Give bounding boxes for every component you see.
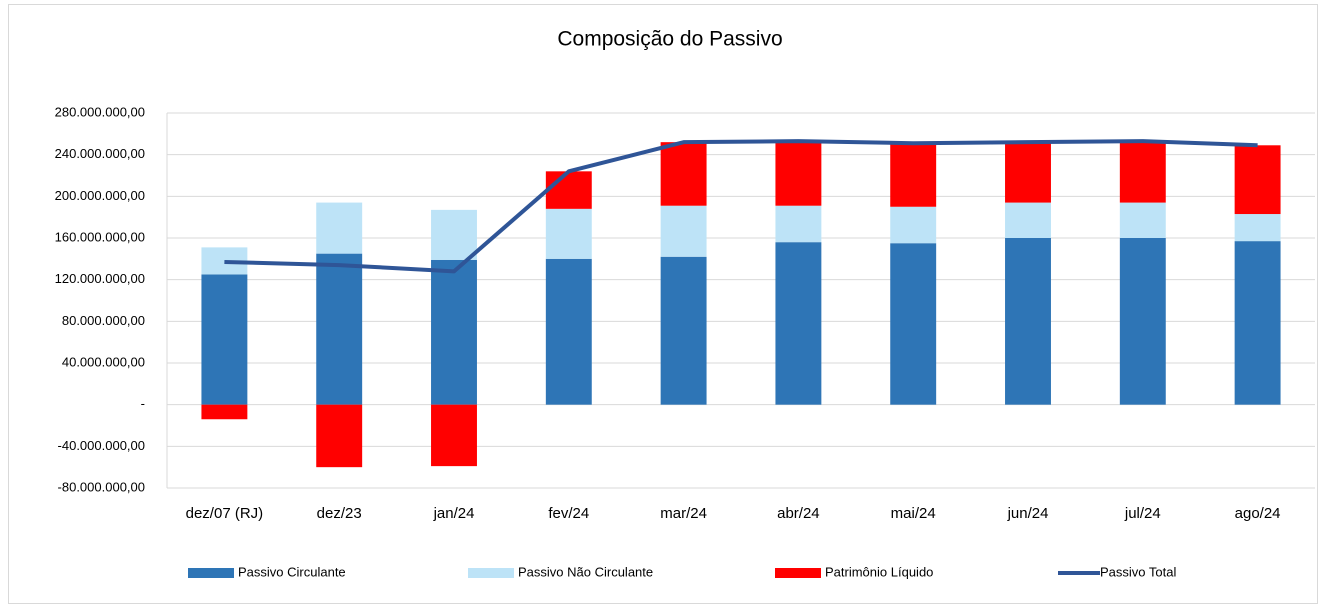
x-tick-label: jun/24 bbox=[1007, 505, 1049, 522]
legend-swatch bbox=[188, 568, 234, 578]
bar-segment bbox=[1005, 238, 1051, 405]
y-tick-label: -80.000.000,00 bbox=[58, 479, 145, 494]
x-tick-label: jan/24 bbox=[433, 505, 475, 522]
y-tick-label: 240.000.000,00 bbox=[55, 146, 145, 161]
x-tick-label: dez/23 bbox=[316, 505, 362, 522]
bar-segment bbox=[316, 404, 363, 468]
x-tick-label: ago/24 bbox=[1234, 505, 1281, 522]
legend-swatch bbox=[468, 568, 514, 578]
bar-segment bbox=[316, 253, 363, 405]
bar-segment bbox=[775, 141, 822, 206]
bar-segment bbox=[1119, 141, 1166, 203]
legend-label: Passivo Total bbox=[1100, 564, 1176, 579]
y-tick-label: 80.000.000,00 bbox=[62, 313, 145, 328]
bar-segment bbox=[316, 202, 363, 254]
bar-segment bbox=[1005, 202, 1051, 238]
bar-segment bbox=[1234, 214, 1281, 242]
bar-segment bbox=[1234, 241, 1281, 405]
bar-segment bbox=[545, 171, 592, 209]
bar-segment bbox=[431, 209, 477, 260]
y-tick-label: 160.000.000,00 bbox=[55, 229, 145, 244]
legend-label: Passivo Não Circulante bbox=[518, 564, 653, 579]
y-tick-label: 120.000.000,00 bbox=[55, 271, 145, 286]
bar-segment bbox=[660, 205, 707, 257]
bar-segment bbox=[660, 256, 707, 405]
bar-segment bbox=[1119, 238, 1166, 405]
y-tick-label: 280.000.000,00 bbox=[55, 104, 145, 119]
bar-segment bbox=[775, 205, 822, 243]
legend-label: Patrimônio Líquido bbox=[825, 564, 933, 579]
x-tick-label: mai/24 bbox=[890, 505, 936, 522]
bar-segment bbox=[775, 242, 822, 405]
legend-swatch bbox=[775, 568, 821, 578]
x-tick-label: fev/24 bbox=[548, 505, 590, 522]
bar-segment bbox=[431, 404, 477, 467]
bar-segment bbox=[1119, 202, 1166, 238]
chart-title: Composição do Passivo bbox=[557, 28, 782, 51]
bar-segment bbox=[545, 208, 592, 259]
y-tick-label: -40.000.000,00 bbox=[58, 438, 145, 453]
y-tick-label: 40.000.000,00 bbox=[62, 354, 145, 369]
bar-segment bbox=[431, 259, 477, 405]
x-tick-label: dez/07 (RJ) bbox=[185, 505, 264, 522]
bar-segment bbox=[201, 274, 248, 405]
bar-segment bbox=[890, 243, 937, 405]
bar-segment bbox=[201, 404, 248, 420]
legend-label: Passivo Circulante bbox=[238, 564, 346, 579]
bar-segment bbox=[1234, 145, 1281, 215]
bar-segment bbox=[660, 142, 707, 206]
x-tick-label: mar/24 bbox=[660, 505, 707, 522]
bar-segment bbox=[890, 206, 937, 244]
y-tick-label: - bbox=[141, 396, 145, 411]
bar-segment bbox=[1005, 142, 1051, 203]
bar-segment bbox=[545, 258, 592, 405]
bar-segment bbox=[890, 143, 937, 207]
y-tick-label: 200.000.000,00 bbox=[55, 188, 145, 203]
line-series bbox=[224, 139, 1258, 274]
x-tick-label: jul/24 bbox=[1124, 505, 1161, 522]
x-tick-label: abr/24 bbox=[777, 505, 820, 522]
